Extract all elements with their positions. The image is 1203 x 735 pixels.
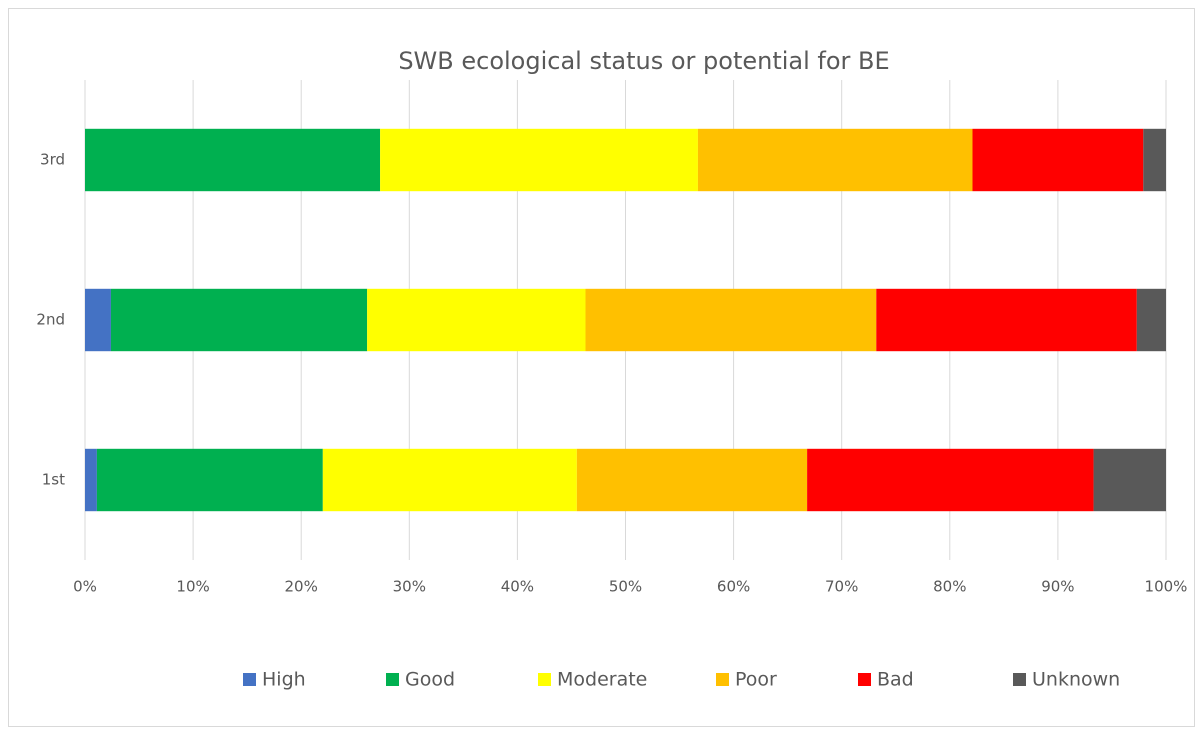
x-tick-label: 80% [933,578,966,596]
bar-segment [1143,128,1166,192]
legend-label: High [262,669,306,691]
y-tick-label: 2nd [36,311,65,329]
bar-segment [576,448,808,512]
x-tick-label: 40% [501,578,534,596]
bar-segment [380,128,698,192]
y-tick-label: 1st [42,471,65,489]
bar-segment [96,448,323,512]
bar-segment [110,288,368,352]
legend-swatch [538,673,551,686]
x-tick-label: 70% [825,578,858,596]
bar-segment [1136,288,1166,352]
legend-swatch [386,673,399,686]
x-tick-label: 60% [717,578,750,596]
bar-segment [972,128,1144,192]
legend-label: Good [405,669,455,691]
x-tick-label: 0% [73,578,97,596]
bar-segment [876,288,1137,352]
bar-segment [85,128,381,192]
y-tick-label: 3rd [40,151,65,169]
legend-swatch [716,673,729,686]
x-tick-label: 20% [285,578,318,596]
chart-frame [8,8,1195,727]
bar-segment [807,448,1094,512]
legend-label: Poor [735,669,777,691]
bar-segment [85,448,97,512]
x-tick-label: 50% [609,578,642,596]
legend-label: Moderate [557,669,647,691]
legend-swatch [243,673,256,686]
legend-label: Unknown [1032,669,1120,691]
legend-swatch [858,673,871,686]
bar-segment [1093,448,1166,512]
x-tick-label: 30% [393,578,426,596]
bar-segment [697,128,973,192]
bar-segment [367,288,586,352]
x-tick-label: 10% [176,578,209,596]
x-tick-label: 100% [1145,578,1188,596]
legend-swatch [1013,673,1026,686]
chart-title: SWB ecological status or potential for B… [398,47,889,75]
bar-segment [85,288,111,352]
bar-segment [322,448,577,512]
bar-segment [585,288,877,352]
x-tick-label: 90% [1041,578,1074,596]
legend-label: Bad [877,669,914,691]
